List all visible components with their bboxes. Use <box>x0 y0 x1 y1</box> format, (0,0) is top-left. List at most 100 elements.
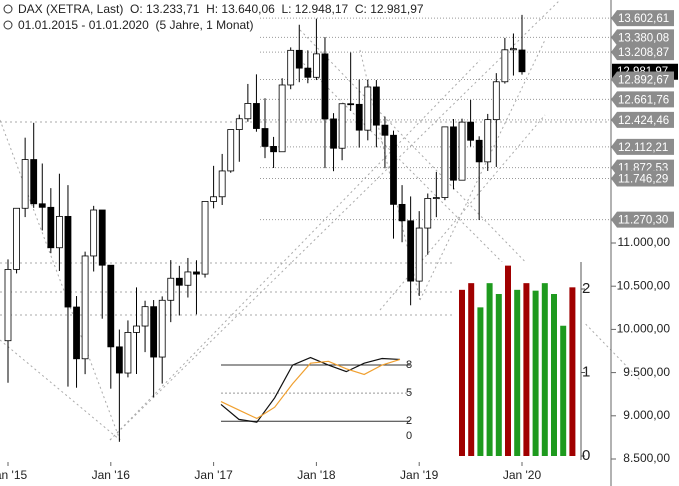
candle-body <box>390 134 397 205</box>
oscillator-line <box>220 358 401 420</box>
level-box <box>611 111 674 128</box>
level-label: 11.746,29 <box>618 174 668 186</box>
level-label: 12.661,76 <box>618 94 669 106</box>
candle-body <box>158 299 166 358</box>
volume-bar <box>569 287 576 456</box>
volume-bar <box>532 290 539 456</box>
icon <box>3 4 13 14</box>
candle-body <box>64 215 72 308</box>
chart-subtitle: 01.01.2015 - 01.01.2020 (5 Jahre, 1 Mona… <box>18 18 254 32</box>
candle-body <box>484 119 492 163</box>
candle-body <box>450 126 457 181</box>
y-tick-label: 10.000,00 <box>617 322 671 336</box>
level-box <box>611 170 674 187</box>
volume-bar <box>495 294 502 456</box>
candle-body <box>193 271 200 275</box>
oscillator-tick-label: 8 <box>406 359 412 371</box>
candle-body <box>458 121 466 181</box>
candle-body <box>98 209 106 266</box>
level-box <box>611 10 674 27</box>
level-label: 13.208,87 <box>618 47 669 59</box>
volume-bar <box>514 289 521 456</box>
candle-body <box>253 103 260 129</box>
candle-body <box>372 86 380 126</box>
volume-tick-label: 2 <box>582 280 590 297</box>
candle-body <box>432 197 440 199</box>
level-box <box>611 211 674 228</box>
y-tick-label: 10.500,00 <box>617 278 671 292</box>
volume-tick-label: 1 <box>582 363 590 380</box>
candle-body <box>90 209 98 257</box>
level-label: 12.424,46 <box>618 115 669 127</box>
volume-bar <box>468 283 475 456</box>
candle-body <box>270 146 277 153</box>
candle-body <box>124 332 132 374</box>
x-tick-label: Jan '15 <box>0 468 27 482</box>
y-tick-label: 11.000,00 <box>618 235 671 249</box>
candle-body <box>355 103 363 131</box>
candle-body <box>415 227 423 282</box>
candle-body <box>312 53 320 78</box>
volume-bar <box>477 307 484 456</box>
volume-bar <box>560 325 567 456</box>
candle-body <box>364 86 372 131</box>
candle-body <box>201 201 209 275</box>
candle-body <box>133 325 140 333</box>
candle-body <box>244 103 252 120</box>
level-label: 13.380,08 <box>618 32 669 44</box>
level-box <box>611 44 674 61</box>
oscillator-line <box>220 356 401 423</box>
candle-body <box>261 128 269 147</box>
volume-bar <box>459 289 465 456</box>
candle-body <box>235 118 243 130</box>
candle-body <box>295 49 303 69</box>
level-box <box>611 138 674 155</box>
candle-body <box>13 207 20 270</box>
x-tick-label: Jan '19 <box>400 468 439 482</box>
candle-body <box>107 264 115 348</box>
candle-body <box>304 67 312 78</box>
y-tick-label: 9.000,00 <box>623 408 670 422</box>
x-tick-label: Jan '18 <box>297 468 336 482</box>
candle-body <box>73 306 80 360</box>
candle-body <box>407 220 415 282</box>
volume-bar <box>523 283 530 456</box>
candle-body <box>167 277 175 301</box>
candle-body <box>321 53 329 120</box>
candle-body <box>115 346 123 374</box>
candle-body <box>30 159 38 205</box>
candle-body <box>492 81 500 121</box>
candle-body <box>338 103 346 149</box>
candle-body <box>81 255 89 360</box>
candle-body <box>441 126 449 198</box>
y-tick-label: 8.500,00 <box>623 451 670 465</box>
y-tick-label: 9.500,00 <box>623 365 670 379</box>
candle-body <box>218 170 226 198</box>
level-label: 11.270,30 <box>618 215 668 227</box>
candle-body <box>227 129 235 172</box>
level-label: 13.602,61 <box>618 13 669 25</box>
oscillator-panel <box>221 355 410 440</box>
volume-bar <box>505 265 511 456</box>
candle-body <box>287 49 295 86</box>
candle-body <box>510 48 517 51</box>
oscillator-tick-label: 0 <box>406 430 412 442</box>
oscillator-tick-label: 2 <box>406 415 412 427</box>
candle-body <box>381 124 389 136</box>
candle-body <box>150 306 158 358</box>
icon <box>3 20 13 30</box>
chart-title: DAX (XETRA, Last) O: 13.233,71 H: 13.640… <box>18 2 424 16</box>
candle-body <box>184 271 192 286</box>
price-layer <box>4 14 611 442</box>
volume-tick-label: 0 <box>582 447 590 464</box>
level-label: 12.112,21 <box>618 142 668 154</box>
oscillator-tick-label: 5 <box>406 387 412 399</box>
level-label: 12.892,67 <box>618 75 669 87</box>
level-box <box>611 71 674 88</box>
candle-body <box>47 206 55 249</box>
level-box <box>611 91 674 108</box>
candle-body <box>141 306 149 327</box>
candle-body <box>210 196 218 202</box>
candle-body <box>347 103 355 106</box>
